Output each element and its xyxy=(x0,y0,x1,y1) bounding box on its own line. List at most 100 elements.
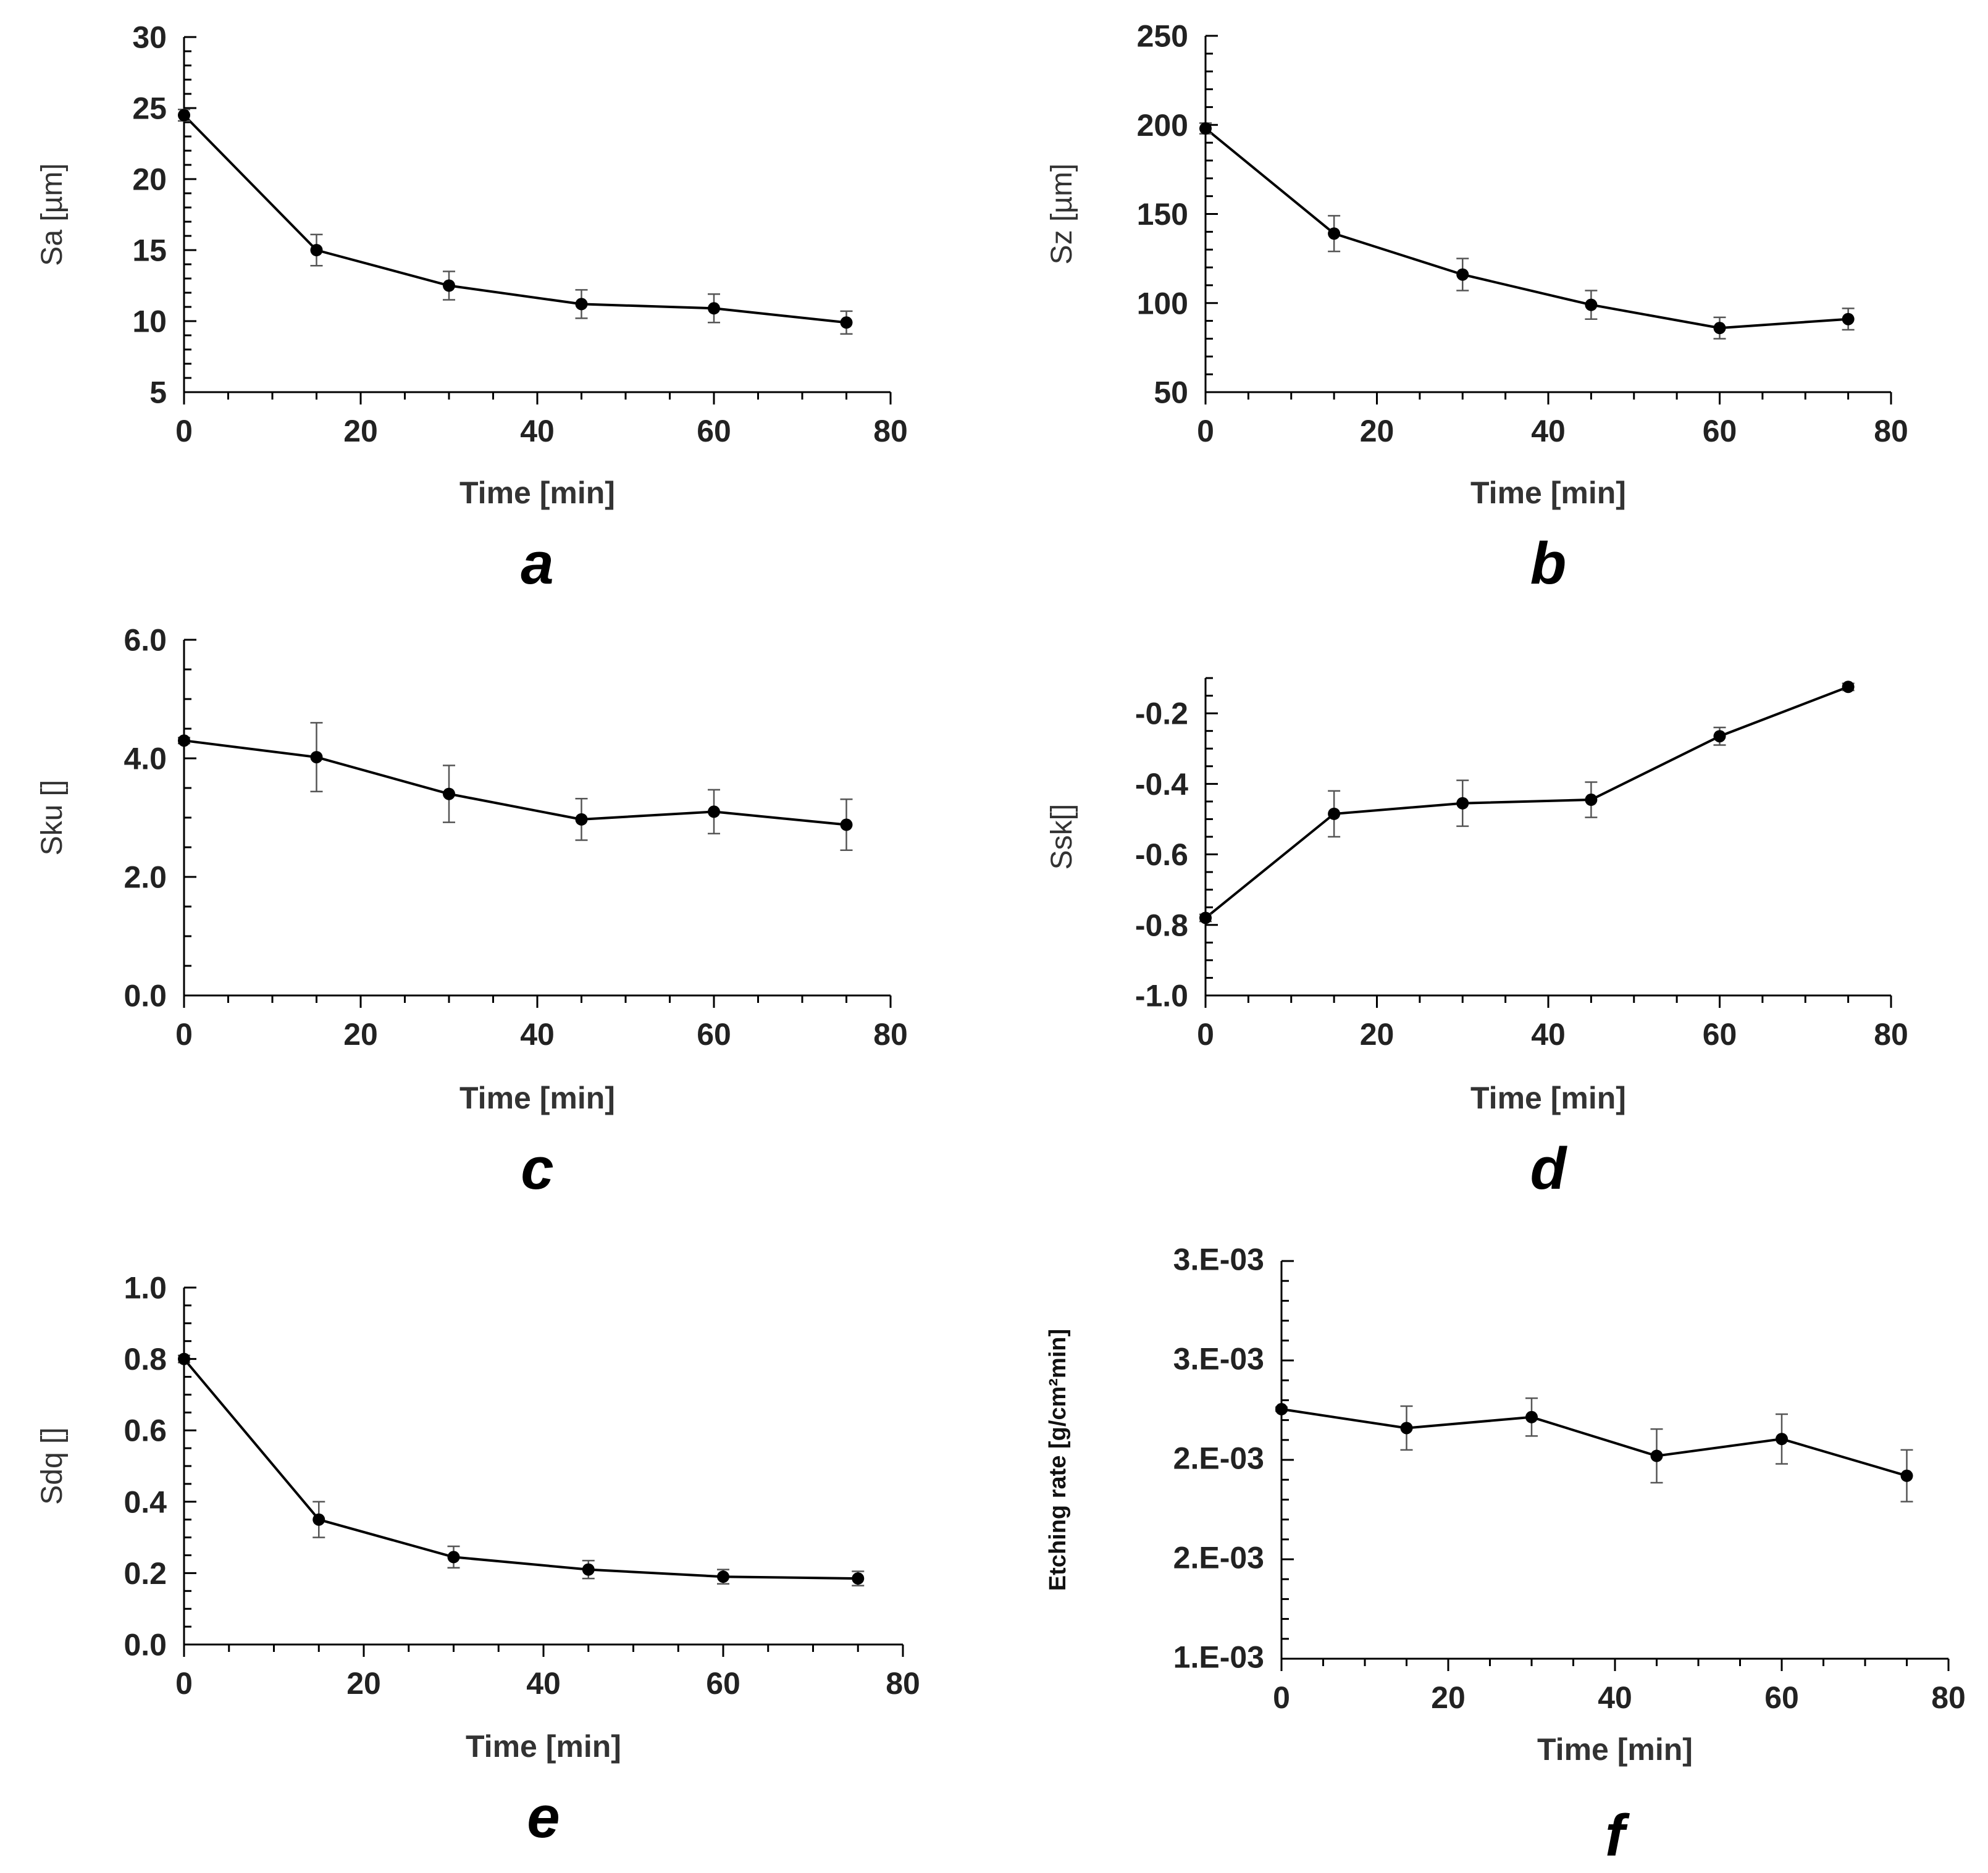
y-tick-label: 0.0 xyxy=(124,1628,167,1662)
series-line xyxy=(183,739,847,826)
y-tick-label: 5 xyxy=(149,375,167,410)
y-tick-label: 3.E-03 xyxy=(1173,1242,1264,1277)
x-tick-label: 20 xyxy=(343,1017,378,1052)
y-axis-title: Etching rate [g/cm²min] xyxy=(1045,1329,1071,1591)
data-point xyxy=(1900,1469,1913,1482)
data-point xyxy=(178,109,190,122)
y-tick-label: 250 xyxy=(1137,19,1188,54)
data-point xyxy=(447,1551,460,1564)
data-point xyxy=(1842,312,1855,325)
x-tick-label: 80 xyxy=(1874,414,1908,448)
data-point xyxy=(443,787,455,800)
y-tick-label: 1.E-03 xyxy=(1173,1640,1264,1675)
x-tick-label: 20 xyxy=(1431,1680,1466,1715)
panel-letter: f xyxy=(1605,1803,1630,1869)
data-point xyxy=(443,279,455,292)
y-tick-label: 2.E-03 xyxy=(1173,1441,1264,1476)
y-tick-label: 6.0 xyxy=(124,623,167,658)
panel-letter: c xyxy=(521,1136,553,1202)
data-point xyxy=(852,1572,865,1585)
y-axis-title: Sz [µm] xyxy=(1046,164,1078,265)
x-tick-label: 0 xyxy=(175,414,193,448)
y-axis-title: Sdq [] xyxy=(36,1427,69,1504)
x-tick-label: 60 xyxy=(697,1017,731,1052)
data-point xyxy=(575,813,588,826)
y-tick-label: 3.E-03 xyxy=(1173,1342,1264,1376)
x-tick-label: 0 xyxy=(1197,414,1214,448)
data-point xyxy=(1585,298,1598,311)
data-point xyxy=(840,316,853,329)
x-axis-title: Time [min] xyxy=(1470,476,1626,510)
x-tick-label: 0 xyxy=(175,1017,193,1052)
y-tick-label: -0.4 xyxy=(1135,767,1188,802)
y-tick-label: 0.0 xyxy=(124,979,167,1013)
y-tick-label: 0.2 xyxy=(124,1556,167,1591)
panel-letter: e xyxy=(527,1784,560,1850)
x-tick-label: 20 xyxy=(346,1666,381,1701)
panel-letter: b xyxy=(1530,530,1567,597)
x-tick-label: 60 xyxy=(1703,414,1737,448)
data-point xyxy=(1199,911,1212,924)
series-line xyxy=(1281,1407,1908,1477)
series-line xyxy=(1204,685,1849,919)
x-tick-label: 20 xyxy=(1360,414,1395,448)
data-point xyxy=(708,805,720,818)
x-tick-label: 80 xyxy=(886,1666,920,1701)
x-tick-label: 40 xyxy=(526,1666,561,1701)
y-axis-title: Ssk[] xyxy=(1046,804,1078,870)
data-point xyxy=(1713,322,1726,335)
x-tick-label: 20 xyxy=(343,414,378,448)
x-axis-title: Time [min] xyxy=(1537,1732,1693,1767)
x-tick-label: 80 xyxy=(873,414,908,448)
data-point xyxy=(1328,807,1341,820)
x-tick-label: 0 xyxy=(1273,1680,1290,1715)
x-tick-label: 80 xyxy=(1874,1017,1908,1052)
x-tick-label: 60 xyxy=(1764,1680,1799,1715)
y-tick-label: 30 xyxy=(132,20,167,55)
panel-c-sku-chart: 0 20 40 60 80 0.0 2.0 4.0 6.0 Time [min] Sku [] c xyxy=(36,623,908,1202)
panel-a-sa-chart: 0 20 40 60 80 5 10 15 20 25 30 Time [min] Sa [µm] a xyxy=(36,20,908,597)
y-axis-title: Sku [] xyxy=(36,780,69,856)
data-point xyxy=(840,818,853,831)
x-tick-label: 80 xyxy=(873,1017,908,1052)
data-point xyxy=(717,1570,729,1583)
data-point xyxy=(1525,1410,1538,1423)
y-tick-label: 2.0 xyxy=(124,860,167,895)
y-tick-label: 0.8 xyxy=(124,1342,167,1376)
y-tick-label: 15 xyxy=(132,233,167,268)
x-tick-label: 80 xyxy=(1931,1680,1966,1715)
data-point xyxy=(1776,1433,1788,1446)
x-axis-title: Time [min] xyxy=(459,1081,615,1115)
data-point xyxy=(1328,227,1341,240)
data-point xyxy=(1585,794,1598,807)
y-tick-label: -0.2 xyxy=(1135,697,1188,731)
y-axis-title: Sa [µm] xyxy=(36,163,69,266)
y-tick-label: 10 xyxy=(132,304,167,339)
data-point xyxy=(312,1513,325,1526)
panel-d-ssk-chart: 0 20 40 60 80 -1.0 -0.8 -0.6 -0.4 -0.2 Time [min] S… xyxy=(1046,677,1908,1202)
data-point xyxy=(1456,268,1469,281)
x-tick-label: 40 xyxy=(1531,1017,1566,1052)
x-tick-label: 40 xyxy=(1598,1680,1632,1715)
data-point xyxy=(708,302,720,315)
panel-letter: d xyxy=(1530,1136,1568,1202)
data-point xyxy=(310,751,323,764)
y-tick-label: 150 xyxy=(1137,197,1188,232)
y-tick-label: 4.0 xyxy=(124,742,167,776)
y-tick-label: 100 xyxy=(1137,286,1188,321)
data-point xyxy=(1713,730,1726,743)
x-tick-label: 0 xyxy=(175,1666,193,1701)
panel-letter: a xyxy=(521,530,553,597)
series-line xyxy=(183,114,847,324)
panel-f-etching-rate-chart: 0 20 40 60 80 1.E-03 2.E-03 2.E-03 3.E-03 3.E-03 T… xyxy=(1045,1242,1966,1869)
data-point xyxy=(178,1352,190,1365)
y-tick-label: 50 xyxy=(1154,375,1188,410)
x-tick-label: 40 xyxy=(520,414,555,448)
data-point xyxy=(575,298,588,311)
x-tick-label: 60 xyxy=(1703,1017,1737,1052)
x-axis-title: Time [min] xyxy=(1470,1081,1626,1115)
y-tick-label: 25 xyxy=(132,91,167,126)
series-line xyxy=(183,1358,858,1580)
panel-e-sdq-chart: 0 20 40 60 80 0.0 0.2 0.4 0.6 0.8 1.0 Time [min] Sdq… xyxy=(36,1271,920,1851)
